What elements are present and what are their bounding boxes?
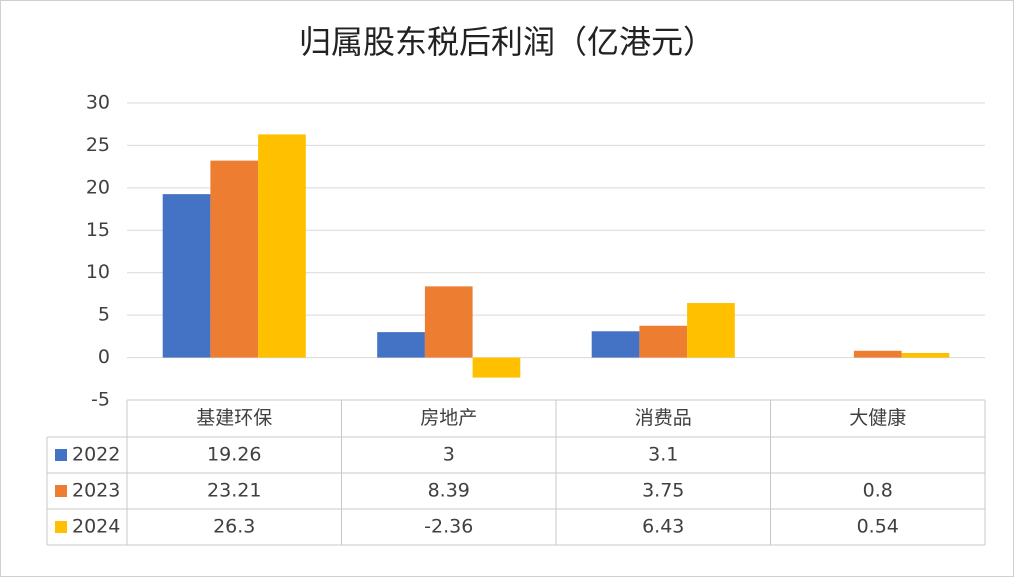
bar	[687, 303, 735, 358]
legend-swatch	[55, 485, 67, 497]
x-tick-label: 基建环保	[196, 407, 272, 429]
y-tick-label: -5	[91, 389, 110, 411]
legend-swatch	[55, 521, 67, 533]
x-tick-label: 房地产	[420, 407, 477, 429]
table-value: 8.39	[428, 480, 470, 502]
bar	[424, 286, 473, 358]
chart-title: 归属股东税后利润（亿港元）	[299, 23, 715, 61]
table-value: 23.21	[207, 480, 261, 502]
bar	[377, 332, 425, 358]
bar	[210, 160, 259, 358]
legend-label: 2024	[72, 516, 120, 538]
y-tick-label: 5	[98, 304, 110, 326]
table-value: 0.54	[857, 516, 899, 538]
table-value: 3.75	[642, 480, 684, 502]
y-tick-label: 15	[86, 219, 110, 241]
bar	[591, 331, 640, 358]
y-tick-label: 25	[86, 134, 110, 156]
y-tick-label: 30	[86, 92, 110, 114]
table-value: 6.43	[642, 516, 684, 538]
table-value: 3	[443, 444, 455, 466]
y-tick-label: 20	[86, 176, 110, 198]
bar	[162, 194, 211, 358]
y-tick-label: 0	[98, 346, 110, 368]
legend-label: 2022	[72, 444, 120, 466]
bar	[639, 325, 688, 358]
legend-label: 2023	[72, 480, 120, 502]
bar	[258, 134, 306, 358]
bar	[472, 357, 521, 378]
table-value: 0.8	[863, 480, 893, 502]
x-tick-label: 消费品	[635, 407, 692, 429]
bar	[853, 350, 902, 358]
table-value: 3.1	[648, 444, 678, 466]
table-value: -2.36	[424, 516, 473, 538]
table-value: 26.3	[213, 516, 255, 538]
table-value: 19.26	[207, 444, 261, 466]
y-tick-label: 10	[86, 261, 110, 283]
x-tick-label: 大健康	[849, 407, 906, 429]
bar	[901, 352, 950, 358]
legend-swatch	[55, 449, 67, 461]
